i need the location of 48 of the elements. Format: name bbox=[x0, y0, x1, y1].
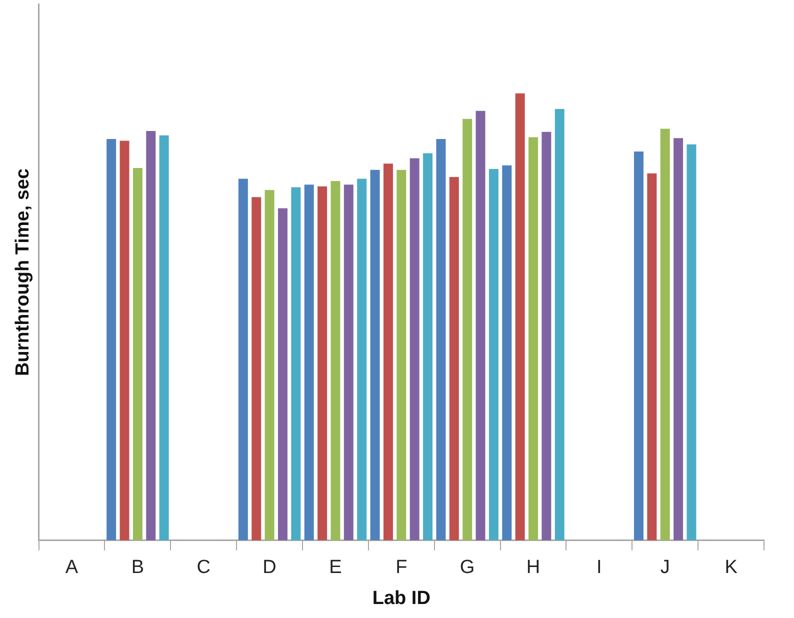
bar bbox=[304, 184, 314, 540]
bar bbox=[634, 152, 644, 540]
bar bbox=[554, 109, 564, 540]
bar bbox=[318, 186, 328, 540]
bar bbox=[344, 184, 354, 540]
bar bbox=[357, 178, 367, 540]
bar bbox=[488, 168, 498, 540]
bar bbox=[291, 187, 301, 540]
bar bbox=[238, 178, 248, 540]
bar bbox=[686, 144, 696, 540]
x-axis-title: Lab ID bbox=[372, 588, 430, 609]
bar bbox=[159, 135, 169, 540]
bar bbox=[674, 138, 684, 540]
bar bbox=[330, 181, 340, 540]
x-tick-label: F bbox=[396, 557, 408, 578]
bar bbox=[120, 140, 130, 540]
bar bbox=[252, 197, 262, 540]
bar bbox=[264, 190, 274, 540]
x-tick-label: I bbox=[596, 557, 602, 578]
bar bbox=[542, 132, 552, 540]
bar bbox=[660, 128, 670, 540]
x-tick-label: C bbox=[196, 557, 210, 578]
bar bbox=[462, 118, 472, 540]
bar bbox=[449, 176, 459, 540]
x-tick-label: H bbox=[526, 557, 540, 578]
bar bbox=[132, 168, 142, 540]
bar bbox=[528, 137, 538, 540]
x-tick-label: G bbox=[460, 557, 475, 578]
x-tick-label: A bbox=[65, 557, 78, 578]
bar bbox=[476, 110, 486, 540]
bar bbox=[370, 170, 380, 540]
bar bbox=[647, 173, 657, 540]
bar bbox=[146, 130, 156, 540]
x-tick-label: E bbox=[329, 557, 342, 578]
bar bbox=[396, 170, 406, 540]
bar bbox=[423, 153, 433, 540]
bar bbox=[436, 138, 446, 540]
x-tick-label: K bbox=[724, 557, 738, 578]
y-axis-title: Burnthrough Time, sec bbox=[12, 168, 34, 376]
bar bbox=[383, 164, 393, 540]
bar bbox=[502, 165, 512, 540]
x-tick-label: B bbox=[131, 557, 144, 578]
bar bbox=[278, 208, 288, 540]
bar bbox=[106, 138, 116, 540]
bar bbox=[515, 93, 525, 540]
x-tick-label: J bbox=[660, 557, 670, 578]
x-tick-label: D bbox=[262, 557, 276, 578]
bar bbox=[410, 158, 420, 540]
